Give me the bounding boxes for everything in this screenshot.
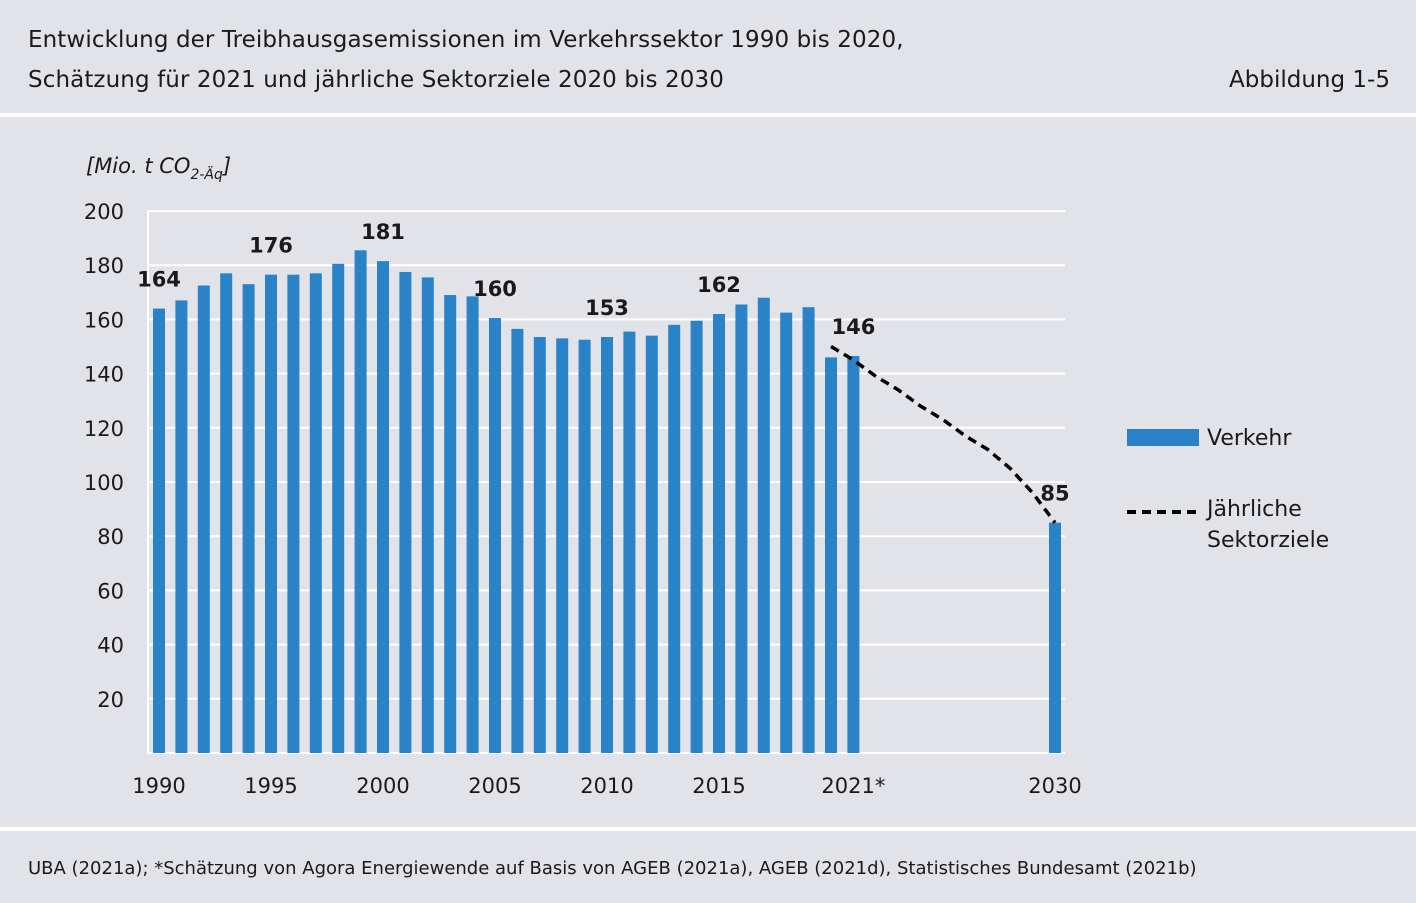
line-series-sektorziele xyxy=(830,345,1057,524)
bar-2016 xyxy=(735,304,748,753)
source-note: UBA (2021a); *Schätzung von Agora Energi… xyxy=(28,858,1197,879)
x-tick-label: 2021* xyxy=(821,774,885,798)
y-tick-label: 160 xyxy=(84,308,124,332)
sektorziele-line xyxy=(830,345,1057,524)
y-tick-label: 60 xyxy=(97,579,124,603)
bar-2010 xyxy=(601,337,613,753)
data-label-2021: 146 xyxy=(831,315,875,339)
y-tick-label: 40 xyxy=(97,634,124,658)
bar-2001 xyxy=(399,271,412,753)
chart-title-line-1: Entwicklung der Treibhausgasemissionen i… xyxy=(28,27,904,53)
bar-2021 xyxy=(847,355,860,753)
x-tick-label: 2010 xyxy=(580,774,633,798)
chart-title-line-2: Schätzung für 2021 und jährliche Sektorz… xyxy=(28,67,724,93)
x-tick-label: 1990 xyxy=(132,774,185,798)
data-label-2000: 181 xyxy=(361,220,405,244)
bar-1996 xyxy=(287,274,300,753)
bar-2012 xyxy=(645,335,658,753)
y-tick-label: 180 xyxy=(84,254,124,278)
data-labels: 164 176 181 160 153 162 146 85 xyxy=(137,220,1070,506)
x-tick-label: 2005 xyxy=(468,774,521,798)
bar-2011 xyxy=(623,331,636,753)
bar-2018 xyxy=(780,312,793,753)
y-tick-label: 120 xyxy=(84,417,124,441)
bar-1993 xyxy=(220,273,233,753)
legend-label-sektorziele-line2: Sektorziele xyxy=(1207,528,1329,553)
bar-1998 xyxy=(332,263,345,753)
data-label-2015: 162 xyxy=(697,273,741,297)
bar-2017 xyxy=(757,297,770,753)
bar-2006 xyxy=(511,328,524,753)
bar-2008 xyxy=(556,338,569,753)
bar-2005 xyxy=(489,318,501,753)
bar-2013 xyxy=(668,324,681,753)
data-label-2010: 153 xyxy=(585,296,629,320)
gridlines xyxy=(147,210,1065,754)
bar-1990 xyxy=(153,308,165,753)
bar-2015 xyxy=(713,313,725,753)
legend-label-sektorziele-line1: Jährliche xyxy=(1205,497,1302,522)
bar-1995 xyxy=(265,274,277,753)
data-label-2005: 160 xyxy=(473,277,517,301)
data-label-1990: 164 xyxy=(137,268,181,292)
y-tick-label: 20 xyxy=(97,688,124,712)
bar-2020 xyxy=(825,357,837,753)
y-axis-ticks: 20 40 60 80 100 120 140 160 180 200 xyxy=(84,200,124,712)
bar-2003 xyxy=(444,295,457,753)
bar-1994 xyxy=(242,284,255,753)
legend-label-verkehr: Verkehr xyxy=(1207,426,1292,451)
y-axis-unit-label: [Mio. t CO2-Äq] xyxy=(86,154,231,183)
y-tick-label: 140 xyxy=(84,363,124,387)
y-tick-label: 200 xyxy=(84,200,124,224)
bar-2019 xyxy=(802,307,815,753)
x-tick-label: 2030 xyxy=(1028,774,1081,798)
bar-1999 xyxy=(354,250,367,754)
data-label-1995: 176 xyxy=(249,234,293,258)
x-tick-label: 2015 xyxy=(692,774,745,798)
bar-1997 xyxy=(309,273,322,753)
bar-2000 xyxy=(377,261,389,753)
y-tick-label: 100 xyxy=(84,471,124,495)
footer-divider xyxy=(0,827,1416,831)
bar-1991 xyxy=(175,300,188,753)
legend-swatch-verkehr xyxy=(1127,429,1199,446)
bar-2030 xyxy=(1049,522,1061,753)
x-axis-ticks: 1990 1995 2000 2005 2010 2015 2021* 2030 xyxy=(132,774,1081,798)
bar-2014 xyxy=(690,320,703,753)
data-label-2030: 85 xyxy=(1040,482,1069,506)
x-tick-label: 2000 xyxy=(356,774,409,798)
bar-2004 xyxy=(466,296,479,753)
bar-2009 xyxy=(578,339,591,753)
figure-label: Abbildung 1-5 xyxy=(1229,67,1390,93)
bar-1992 xyxy=(197,285,210,753)
x-tick-label: 1995 xyxy=(244,774,297,798)
bar-series-verkehr xyxy=(153,250,1061,754)
header-divider xyxy=(0,113,1416,117)
bar-2007 xyxy=(533,337,546,753)
bar-2002 xyxy=(421,277,434,753)
emissions-chart: [Mio. t CO2-Äq] 204060801001201401601802… xyxy=(84,154,1329,798)
y-tick-label: 80 xyxy=(97,525,124,549)
legend: Verkehr Jährliche Sektorziele xyxy=(1127,426,1329,553)
